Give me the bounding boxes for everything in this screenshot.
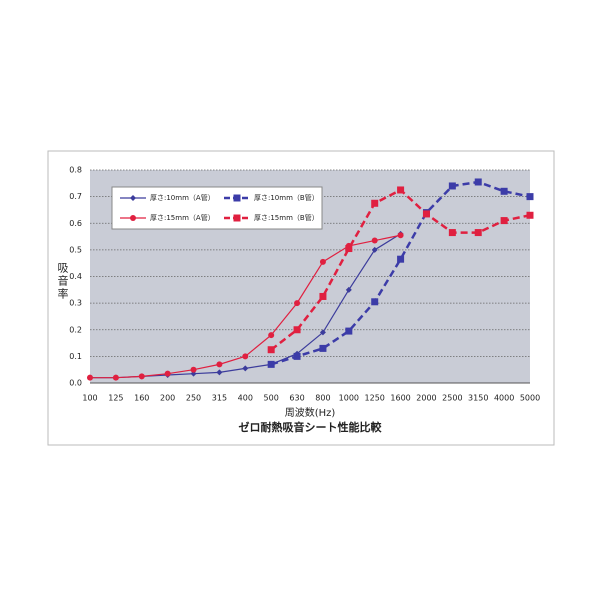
marker — [422, 210, 430, 218]
marker — [345, 286, 352, 293]
marker — [371, 298, 379, 306]
marker — [268, 332, 275, 339]
marker — [164, 370, 171, 377]
marker — [130, 195, 136, 201]
marker — [138, 373, 145, 380]
y-tick-label: 0.3 — [69, 299, 82, 308]
x-tick-label: 160 — [134, 394, 149, 403]
marker — [397, 255, 405, 263]
x-tick-label: 1250 — [365, 394, 385, 403]
marker — [474, 229, 482, 237]
y-tick-label: 0.6 — [69, 219, 82, 228]
y-tick-label: 0.2 — [69, 325, 82, 334]
y-tick-label: 0.4 — [69, 272, 82, 281]
x-tick-label: 2000 — [416, 394, 436, 403]
x-tick-label: 315 — [212, 394, 227, 403]
x-tick-label: 3150 — [468, 394, 488, 403]
x-axis-label: 周波数(Hz) — [285, 406, 336, 419]
x-tick-label: 250 — [186, 394, 201, 403]
legend-label: 厚さ:10mm（B管） — [254, 193, 319, 202]
marker — [233, 194, 241, 202]
marker — [216, 361, 223, 368]
marker — [242, 353, 249, 360]
marker — [190, 366, 197, 373]
x-tick-label: 125 — [108, 394, 123, 403]
x-tick-label: 5000 — [520, 394, 540, 403]
marker — [319, 329, 326, 336]
marker — [294, 300, 301, 307]
y-tick-label: 0.1 — [69, 352, 82, 361]
marker — [293, 326, 301, 334]
marker — [500, 217, 508, 225]
x-tick-label: 630 — [289, 394, 304, 403]
marker — [319, 258, 326, 265]
legend-label: 厚さ:15mm（B管） — [254, 213, 319, 222]
y-tick-label: 0.0 — [69, 379, 82, 388]
series-line — [270, 180, 531, 366]
marker — [267, 360, 275, 368]
x-tick-label: 400 — [238, 394, 253, 403]
legend-label: 厚さ:10mm（A管） — [150, 193, 215, 202]
legend-box — [111, 186, 323, 230]
marker — [319, 344, 327, 352]
y-tick-label: 0.8 — [69, 166, 82, 175]
marker — [474, 178, 482, 186]
marker — [319, 292, 327, 300]
x-tick-label: 4000 — [494, 394, 514, 403]
x-tick-label: 1000 — [339, 394, 359, 403]
marker — [267, 346, 275, 354]
x-tick-label: 100 — [82, 394, 97, 403]
y-axis-label: 吸音率 — [56, 262, 69, 301]
marker — [371, 246, 378, 253]
marker — [112, 374, 119, 381]
marker — [293, 352, 301, 360]
marker — [500, 187, 508, 195]
marker — [526, 211, 534, 219]
y-tick-label: 0.7 — [69, 192, 82, 201]
legend-label: 厚さ:15mm（A管） — [150, 213, 215, 222]
marker — [448, 229, 456, 237]
marker — [371, 237, 378, 244]
chart-title: ゼロ耐熱吸音シート性能比較 — [239, 420, 383, 434]
marker — [397, 186, 405, 194]
x-tick-label: 1600 — [390, 394, 410, 403]
x-tick-label: 200 — [160, 394, 175, 403]
x-tick-label: 800 — [315, 394, 330, 403]
marker — [371, 199, 379, 207]
marker — [87, 374, 93, 381]
marker — [216, 369, 223, 376]
marker — [130, 215, 136, 221]
legend: 厚さ:10mm（A管） 厚さ:10mm（B管） 厚さ:15mm（A管） 厚さ:15mm… — [111, 186, 323, 230]
marker — [345, 245, 353, 253]
marker — [397, 232, 404, 239]
marker — [448, 182, 456, 190]
marker — [526, 193, 534, 201]
marker — [242, 365, 249, 372]
x-tick-label: 2500 — [442, 394, 462, 403]
y-tick-label: 0.5 — [69, 245, 82, 254]
x-tick-label: 500 — [264, 394, 279, 403]
marker — [345, 327, 353, 335]
marker — [233, 214, 241, 222]
